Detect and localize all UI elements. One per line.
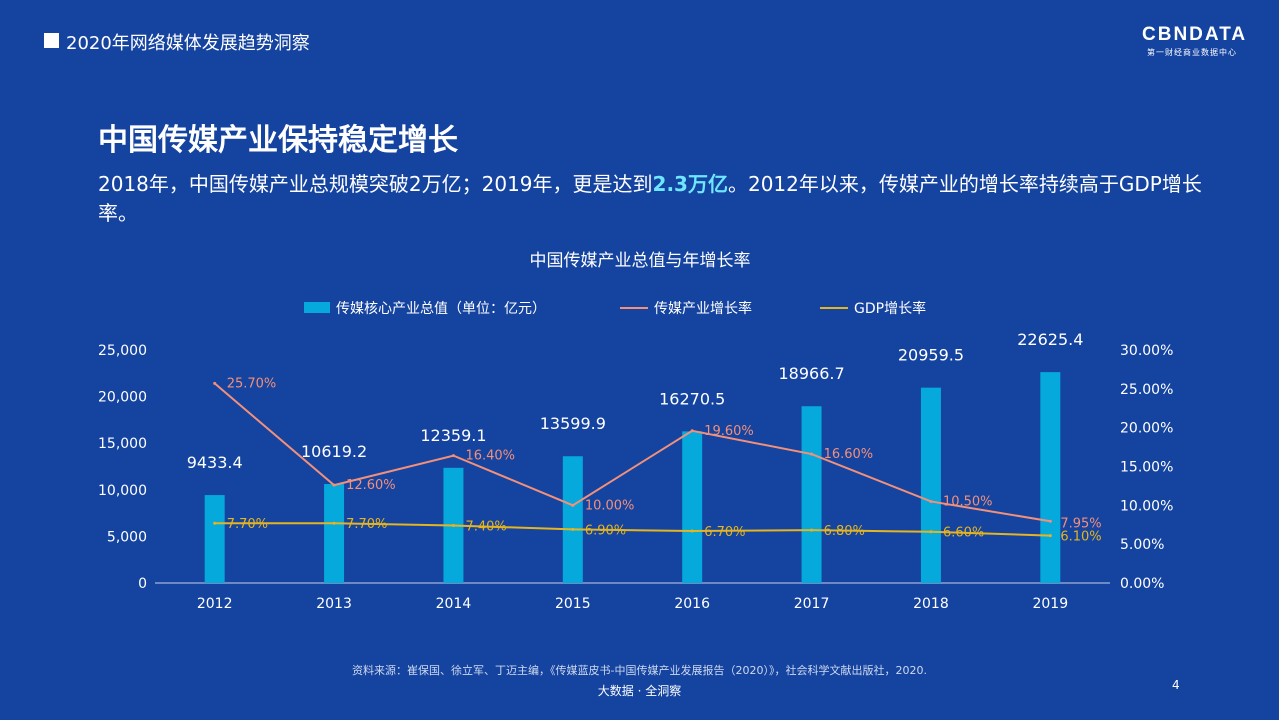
gdp-growth-label: 6.60% <box>943 526 984 541</box>
media-growth-label: 25.70% <box>227 376 277 391</box>
bar-value-label: 13599.9 <box>540 414 606 433</box>
x-tick-label: 2018 <box>913 596 949 612</box>
media-growth-line-point <box>571 503 575 507</box>
bar-value-label: 12359.1 <box>420 426 486 445</box>
media-growth-label: 12.60% <box>346 478 396 493</box>
gdp-growth-line-point <box>929 530 933 534</box>
legend-gdp-label: GDP增长率 <box>854 300 926 317</box>
bar-value-label: 16270.5 <box>659 389 725 408</box>
y-left-tick: 5,000 <box>107 529 147 545</box>
x-tick-label: 2013 <box>316 596 352 612</box>
x-tick-label: 2016 <box>674 596 710 612</box>
chart-title: 中国传媒产业总值与年增长率 <box>530 251 751 271</box>
y-right-tick: 0.00% <box>1120 576 1164 592</box>
x-tick-label: 2012 <box>197 596 233 612</box>
y-right-tick: 15.00% <box>1120 460 1173 476</box>
page-number: 4 <box>1172 678 1180 692</box>
gdp-growth-label: 7.70% <box>346 517 387 532</box>
media-growth-line <box>214 382 1051 523</box>
y-right-tick: 5.00% <box>1120 537 1164 553</box>
legend-bar-label: 传媒核心产业总值（单位：亿元） <box>336 301 546 317</box>
gdp-growth-line-point <box>571 527 575 531</box>
header-square-icon <box>44 33 59 48</box>
slide-subtitle: 2018年，中国传媒产业总规模突破2万亿；2019年，更是达到2.3万亿。201… <box>98 170 1218 228</box>
gdp-growth-line-point <box>1048 534 1052 538</box>
bar <box>920 387 941 583</box>
gdp-growth-label: 6.80% <box>824 524 865 539</box>
footer-brand: 大数据 · 全洞察 <box>597 684 682 698</box>
y-left-tick: 15,000 <box>98 436 147 452</box>
bar <box>682 431 703 583</box>
bar <box>204 495 225 583</box>
x-tick-label: 2015 <box>555 596 591 612</box>
cbndata-logo: CBNDATA 第一财经商业数据中心 <box>1142 24 1248 59</box>
media-growth-label: 16.40% <box>465 449 515 464</box>
x-tick-label: 2019 <box>1032 596 1068 612</box>
x-tick-label: 2017 <box>794 596 830 612</box>
gdp-growth-line-point <box>213 521 217 525</box>
legend-media-label: 传媒产业增长率 <box>654 300 752 317</box>
media-growth-line-point <box>1048 519 1052 523</box>
gdp-growth-label: 7.40% <box>465 520 506 535</box>
y-right-tick: 10.00% <box>1120 498 1173 514</box>
slide-title: 中国传媒产业保持稳定增长 <box>98 123 458 158</box>
bar-value-label: 9433.4 <box>187 453 243 472</box>
media-growth-line-point <box>451 454 455 458</box>
bar-value-label: 18966.7 <box>778 364 844 383</box>
gdp-growth-line-point <box>810 528 814 532</box>
y-left-tick: 25,000 <box>98 343 147 359</box>
y-right-tick: 30.00% <box>1120 343 1173 359</box>
media-growth-line-point <box>690 429 694 433</box>
bar-value-label: 20959.5 <box>898 346 964 365</box>
gdp-growth-label: 6.70% <box>704 525 745 540</box>
logo-main-text: CBNDATA <box>1142 24 1248 45</box>
subtitle-text-2: 。2012年以来，传媒产业的增长率持续高于GDP增长率。 <box>98 172 1202 225</box>
source-citation: 资料来源：崔保国、徐立军、丁迈主编，《传媒蓝皮书-中国传媒产业发展报告（2020… <box>352 664 927 677</box>
media-growth-label: 7.95% <box>1060 516 1101 531</box>
media-growth-line-point <box>810 452 814 456</box>
logo-sub-text: 第一财经商业数据中心 <box>1147 48 1237 57</box>
gdp-growth-line <box>214 522 1051 537</box>
y-left-tick: 20,000 <box>98 390 147 406</box>
media-growth-label: 10.00% <box>585 498 635 513</box>
subtitle-text-1: 2018年，中国传媒产业总规模突破2万亿；2019年，更是达到 <box>98 172 653 196</box>
y-left-tick: 10,000 <box>98 483 147 499</box>
media-growth-line-point <box>213 381 217 385</box>
subtitle-highlight: 2.3万亿 <box>652 172 728 196</box>
media-growth-label: 10.50% <box>943 494 993 509</box>
gdp-growth-label: 6.90% <box>585 523 626 538</box>
gdp-growth-label: 7.70% <box>227 517 268 532</box>
y-right-tick: 25.00% <box>1120 382 1173 398</box>
bar-value-label: 10619.2 <box>301 442 367 461</box>
gdp-growth-line-point <box>451 524 455 528</box>
media-growth-label: 16.60% <box>824 447 874 462</box>
x-tick-label: 2014 <box>436 596 472 612</box>
media-growth-line-point <box>332 483 336 487</box>
bar-value-label: 22625.4 <box>1017 330 1083 349</box>
y-right-tick: 20.00% <box>1120 421 1173 437</box>
y-left-tick: 0 <box>138 576 147 592</box>
gdp-growth-line-point <box>690 529 694 533</box>
gdp-growth-line-point <box>332 521 336 525</box>
bar <box>1040 372 1061 583</box>
gdp-growth-label: 6.10% <box>1060 530 1101 545</box>
report-title: 2020年网络媒体发展趋势洞察 <box>66 33 310 54</box>
media-growth-label: 19.60% <box>704 424 754 439</box>
bar <box>324 484 345 583</box>
legend-bar-swatch <box>304 302 330 313</box>
bar <box>562 456 583 583</box>
media-growth-line-point <box>929 499 933 503</box>
bar <box>801 406 822 583</box>
